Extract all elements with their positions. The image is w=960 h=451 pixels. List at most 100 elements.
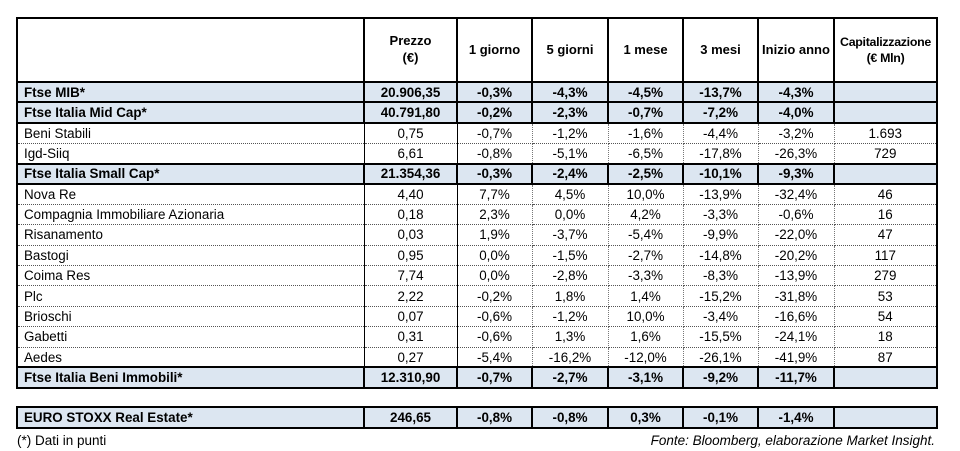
row-value: 0,03 (364, 224, 458, 246)
row-value: 16 (834, 204, 937, 226)
row-value: -15,2% (683, 285, 759, 307)
row-value: -0,8% (456, 405, 533, 429)
row-value: -0,3% (456, 80, 533, 104)
row-value: 53 (834, 285, 937, 307)
row-value: 0,0% (457, 245, 533, 267)
row-value: -3,2% (758, 122, 835, 144)
row-name: Ftse Italia Small Cap* (16, 162, 365, 185)
row-value: -0,6% (457, 306, 533, 328)
row-name: Ftse Italia Mid Cap* (16, 101, 365, 124)
row-value: -5,4% (608, 224, 684, 246)
row-value: -2,7% (608, 245, 684, 267)
row-value: 18 (834, 326, 937, 348)
table-row: Gabetti 0,31 -0,6% 1,3% 1,6% -15,5% -24,1% 18 (17, 326, 937, 348)
row-value: 1,8% (532, 285, 609, 307)
performance-table: Prezzo (€) 1 giorno 5 giorni 1 mese 3 me… (16, 17, 938, 389)
header-prezzo: Prezzo (€) (363, 17, 458, 83)
table-row: Aedes 0,27 -5,4% -16,2% -12,0% -26,1% -41,9% 87 (17, 347, 937, 368)
row-value: -0,1% (682, 405, 759, 429)
row-value: 7,7% (457, 183, 533, 205)
row-value: -1,2% (532, 122, 609, 144)
row-value: -15,5% (683, 326, 759, 348)
row-value: -0,7% (456, 366, 533, 389)
row-value: 0,95 (364, 245, 458, 267)
row-value: -7,2% (682, 101, 759, 124)
row-value: -2,4% (531, 162, 609, 185)
table-row: Brioschi 0,07 -0,6% -1,2% 10,0% -3,4% -16,6% 54 (17, 306, 937, 328)
row-value: 47 (834, 224, 937, 246)
header-sublabel: (€) (402, 50, 419, 65)
row-value: 4,5% (532, 183, 609, 205)
header-label: 5 giorni (546, 41, 594, 57)
row-value: -9,9% (683, 224, 759, 246)
header-label: 1 giorno (468, 41, 521, 57)
row-value: 0,0% (457, 265, 533, 287)
row-name: EURO STOXX Real Estate* (16, 405, 365, 429)
table-row: Ftse MIB* 20.906,35 -0,3% -4,3% -4,5% -13,7% -… (16, 80, 938, 104)
table-row: Nova Re 4,40 7,7% 4,5% 10,0% -13,9% -32,4% 46 (17, 183, 937, 205)
row-value: 0,27 (364, 347, 458, 368)
row-value: 1,4% (608, 285, 684, 307)
row-value (833, 366, 938, 389)
row-value (833, 101, 938, 124)
table-row: Risanamento 0,03 1,9% -3,7% -5,4% -9,9% -22,0%… (17, 224, 937, 246)
row-value: -4,3% (757, 80, 835, 104)
row-value: 10,0% (608, 306, 684, 328)
row-value (833, 80, 938, 104)
row-value: -10,1% (682, 162, 759, 185)
row-value: -16,2% (532, 347, 609, 368)
row-value: -0,2% (456, 101, 533, 124)
row-value: -11,7% (757, 366, 835, 389)
row-name: Compagnia Immobiliare Azionaria (17, 204, 365, 226)
euro-table-body: EURO STOXX Real Estate* 246,65 -0,8% -0,8% 0… (16, 405, 938, 429)
row-value: 117 (834, 245, 937, 267)
row-name: Gabetti (17, 326, 365, 348)
header-capitalizzazione: Capitalizzazione (€ Mln) (833, 17, 938, 83)
row-value: 279 (834, 265, 937, 287)
row-value: -0,2% (457, 285, 533, 307)
row-value: -24,1% (758, 326, 835, 348)
row-value: -26,3% (758, 143, 835, 165)
row-value: -31,8% (758, 285, 835, 307)
row-value: -0,8% (531, 405, 609, 429)
row-value: -2,5% (607, 162, 684, 185)
header-5-giorni: 5 giorni (531, 17, 609, 83)
row-value: -9,3% (757, 162, 835, 185)
row-name: Coima Res (17, 265, 365, 287)
row-name: Igd-Siiq (17, 143, 365, 165)
row-value: 7,74 (364, 265, 458, 287)
header-label: Inizio anno (762, 41, 830, 57)
row-name: Beni Stabili (17, 122, 365, 144)
row-value: 10,0% (608, 183, 684, 205)
row-value: -1,6% (608, 122, 684, 144)
row-value: -3,4% (683, 306, 759, 328)
row-value: 12.310,90 (363, 366, 458, 389)
table-row: Ftse Italia Mid Cap* 40.791,80 -0,2% -2,3% -… (16, 101, 938, 124)
table-row: Bastogi 0,95 0,0% -1,5% -2,7% -14,8% -20,2% 117 (17, 245, 937, 267)
row-value: -41,9% (758, 347, 835, 368)
row-value: 0,31 (364, 326, 458, 348)
header-label: 1 mese (623, 41, 668, 57)
row-value: -4,3% (531, 80, 609, 104)
row-value: 0,18 (364, 204, 458, 226)
row-value: 4,2% (608, 204, 684, 226)
row-value: -26,1% (683, 347, 759, 368)
row-value: -9,2% (682, 366, 759, 389)
row-value: -5,4% (457, 347, 533, 368)
row-value: -4,4% (683, 122, 759, 144)
table-row: EURO STOXX Real Estate* 246,65 -0,8% -0,8% 0… (16, 405, 938, 429)
row-name: Risanamento (17, 224, 365, 246)
row-value: -3,7% (532, 224, 609, 246)
header-empty (16, 17, 365, 83)
row-value: 1,9% (457, 224, 533, 246)
row-value: 2,3% (457, 204, 533, 226)
row-value: -16,6% (758, 306, 835, 328)
row-value (833, 162, 938, 185)
row-value: 54 (834, 306, 937, 328)
row-value: 1,3% (532, 326, 609, 348)
row-value: 729 (834, 143, 937, 165)
row-value: 4,40 (364, 183, 458, 205)
row-value: -17,8% (683, 143, 759, 165)
row-value: 0,75 (364, 122, 458, 144)
row-value: 87 (834, 347, 937, 368)
